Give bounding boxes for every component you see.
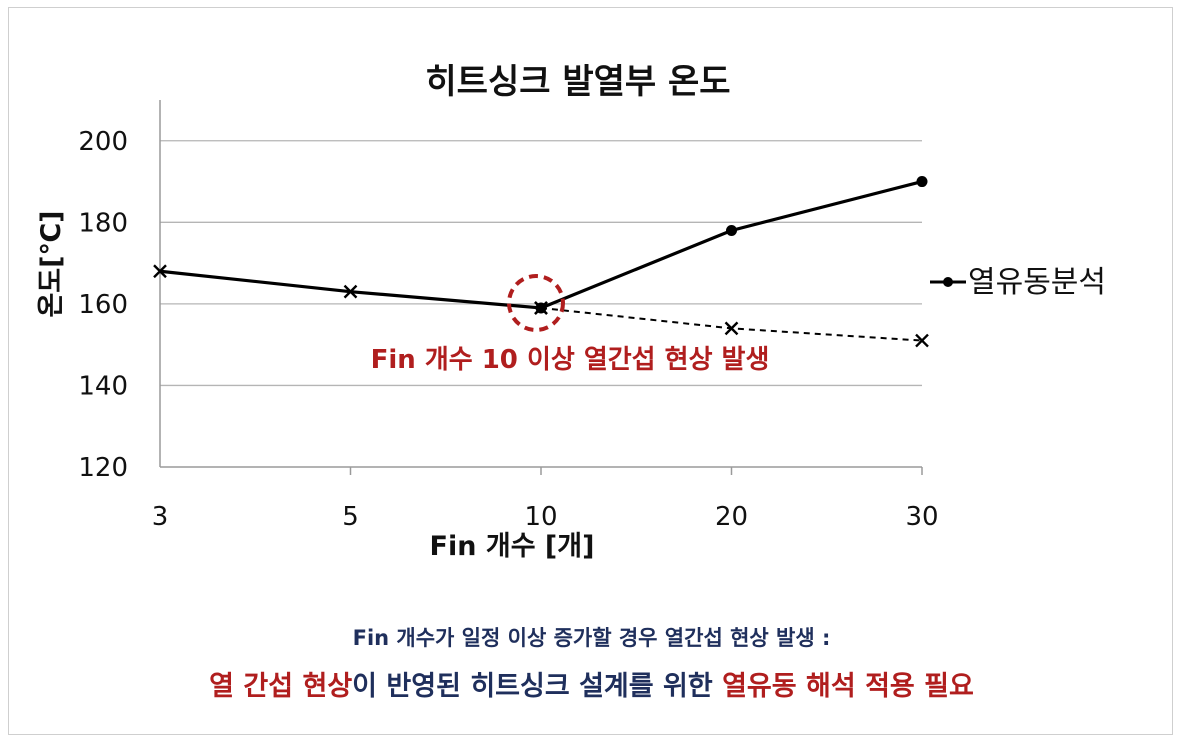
series-2-point-2	[915, 333, 929, 348]
y-tick-180: 180	[78, 208, 128, 238]
series-0-point-2	[916, 176, 928, 188]
note-highlight-2: 열유동 해석 적용 필요	[722, 671, 974, 702]
chart-frame	[8, 7, 1173, 735]
series-0	[535, 176, 928, 314]
x-tick-3: 3	[152, 502, 169, 532]
series-1-point-1	[343, 284, 358, 299]
series-2-point-1	[724, 321, 739, 336]
y-tick-160: 160	[78, 290, 128, 320]
series-2-line	[540, 306, 923, 342]
x-tick-30: 30	[905, 502, 938, 532]
x-tick-marks	[349, 467, 923, 475]
x-tick-10: 10	[524, 502, 557, 532]
annotation-circle	[507, 274, 565, 332]
series-1-line	[159, 269, 542, 310]
x-axis-label: Fin 개수 [개]	[430, 531, 595, 562]
series-0-line	[540, 180, 923, 310]
x-tick-5: 5	[342, 502, 359, 532]
y-tick-labels: 120 140 160 180 200	[78, 127, 128, 483]
note-middle: 이 반영된 히트싱크 설계를 위한	[352, 671, 723, 702]
note-line-2: 열 간섭 현상이 반영된 히트싱크 설계를 위한 열유동 해석 적용 필요	[0, 664, 1183, 703]
series-group	[153, 176, 929, 348]
legend: 열유동분석	[930, 265, 1106, 300]
legend-marker	[943, 277, 953, 287]
series-0-point-1	[726, 224, 737, 236]
y-tick-140: 140	[78, 371, 128, 401]
series-2-point-0	[534, 301, 548, 315]
x-tick-20: 20	[715, 502, 748, 532]
y-tick-200: 200	[78, 127, 128, 157]
chart-title: 히트싱크 발열부 온도	[425, 62, 730, 102]
note-highlight-1: 열 간섭 현상	[209, 671, 353, 702]
legend-label: 열유동분석	[968, 265, 1106, 300]
annotation-text: Fin 개수 10 이상 열간섭 현상 발생	[371, 345, 770, 375]
series-2	[534, 301, 929, 348]
y-axis-label: 온도[℃]	[36, 210, 67, 317]
note-line-1: Fin 개수가 일정 이상 증가할 경우 열간섭 현상 발생 :	[352, 626, 831, 650]
series-1-point-0	[153, 264, 167, 279]
series-1	[153, 264, 548, 315]
x-tick-labels: 3 5 10 20 30	[152, 502, 939, 532]
y-tick-120: 120	[78, 453, 128, 483]
